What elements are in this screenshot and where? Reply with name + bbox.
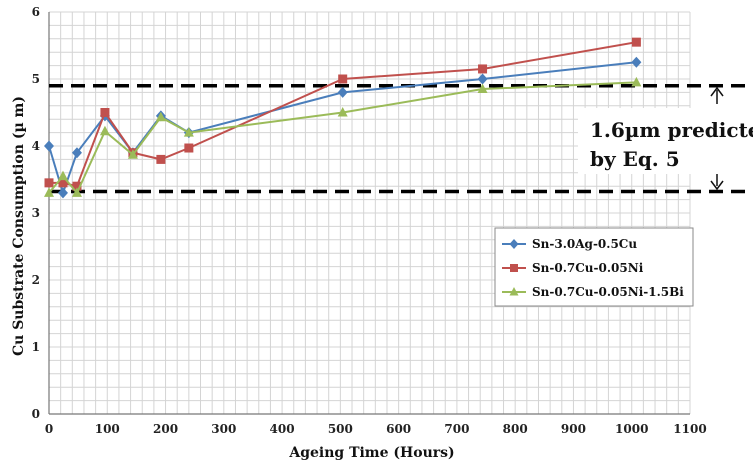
data-point: [510, 264, 518, 272]
data-point: [57, 187, 68, 199]
data-point: [100, 108, 110, 117]
x-tick-label: 500: [328, 422, 353, 436]
data-point: [44, 187, 54, 197]
data-point: [631, 56, 642, 68]
x-tick-label: 900: [561, 422, 586, 436]
x-tick-label: 0: [45, 422, 53, 436]
legend-label: Sn-0.7Cu-0.05Ni-1.5Bi: [532, 285, 684, 299]
x-tick-label: 800: [503, 422, 528, 436]
annotation: 1.6µm predicted by Eq. 5: [578, 86, 753, 191]
data-point: [478, 64, 488, 74]
legend-items: Sn-3.0Ag-0.5Cu Sn-0.7Cu-0.05Ni Sn-0.7Cu-0.…: [502, 237, 684, 299]
data-point: [338, 74, 348, 84]
y-tick-label: 6: [32, 5, 40, 19]
y-tick-label: 0: [32, 407, 40, 421]
x-tick-label: 1100: [673, 422, 706, 436]
arrowhead-down-icon: [710, 180, 724, 191]
x-tick-label: 700: [444, 422, 469, 436]
data-point: [72, 181, 82, 191]
series-3: [44, 76, 642, 197]
data-point: [156, 154, 166, 164]
y-tick-label: 1: [32, 340, 40, 354]
data-point: [71, 147, 82, 159]
x-tick-labels: 0 100 200 300 400 500 600 700 800 900 1000 1100: [45, 422, 707, 436]
y-tick-label: 2: [32, 273, 40, 287]
x-tick-label: 600: [386, 422, 411, 436]
data-point: [58, 178, 68, 188]
data-point: [44, 140, 54, 152]
y-tick-label: 4: [32, 139, 40, 153]
y-axis-title: Cu Substrate Consumption (µ m): [11, 96, 27, 356]
legend-label: Sn-3.0Ag-0.5Cu: [532, 237, 637, 251]
series-line: [48, 81, 637, 195]
x-tick-label: 400: [270, 422, 295, 436]
data-point: [477, 83, 488, 94]
y-tick-labels: 0 1 2 3 4 5 6: [32, 5, 40, 421]
series-1: [44, 56, 642, 199]
data-point: [44, 178, 54, 188]
data-point: [183, 127, 194, 137]
annotation-line-2: by Eq. 5: [590, 147, 680, 171]
x-tick-label: 300: [211, 422, 236, 436]
legend-box: [494, 227, 694, 307]
data-point: [337, 107, 348, 117]
data-point: [127, 149, 138, 159]
grid: [48, 11, 691, 415]
arrowhead-up-icon: [710, 86, 724, 97]
legend: Sn-3.0Ag-0.5Cu Sn-0.7Cu-0.05Ni Sn-0.7Cu-0.…: [494, 227, 694, 307]
data-point: [155, 111, 166, 122]
data-point: [184, 143, 194, 153]
series-group: [44, 37, 642, 199]
data-point: [631, 37, 641, 47]
data-point: [509, 239, 519, 249]
x-tick-label: 1000: [615, 422, 648, 436]
data-point: [477, 73, 488, 85]
x-tick-label: 200: [153, 422, 178, 436]
legend-item: Sn-0.7Cu-0.05Ni: [502, 261, 644, 275]
data-point: [509, 287, 519, 296]
annotation-line-1: 1.6µm predicted: [590, 118, 753, 142]
legend-label: Sn-0.7Cu-0.05Ni: [532, 261, 644, 275]
annotation-box: [578, 108, 751, 174]
legend-item: Sn-0.7Cu-0.05Ni-1.5Bi: [502, 285, 684, 299]
axes: [48, 12, 690, 415]
data-point: [99, 125, 110, 136]
data-point: [631, 76, 642, 87]
data-point: [71, 187, 82, 197]
x-axis-title: Ageing Time (Hours): [288, 445, 454, 461]
data-point: [57, 170, 68, 181]
y-tick-label: 5: [32, 72, 40, 86]
series-line: [48, 61, 637, 197]
legend-item: Sn-3.0Ag-0.5Cu: [502, 237, 637, 251]
data-point: [337, 86, 348, 98]
y-tick-label: 3: [32, 206, 40, 220]
x-tick-label: 100: [95, 422, 120, 436]
